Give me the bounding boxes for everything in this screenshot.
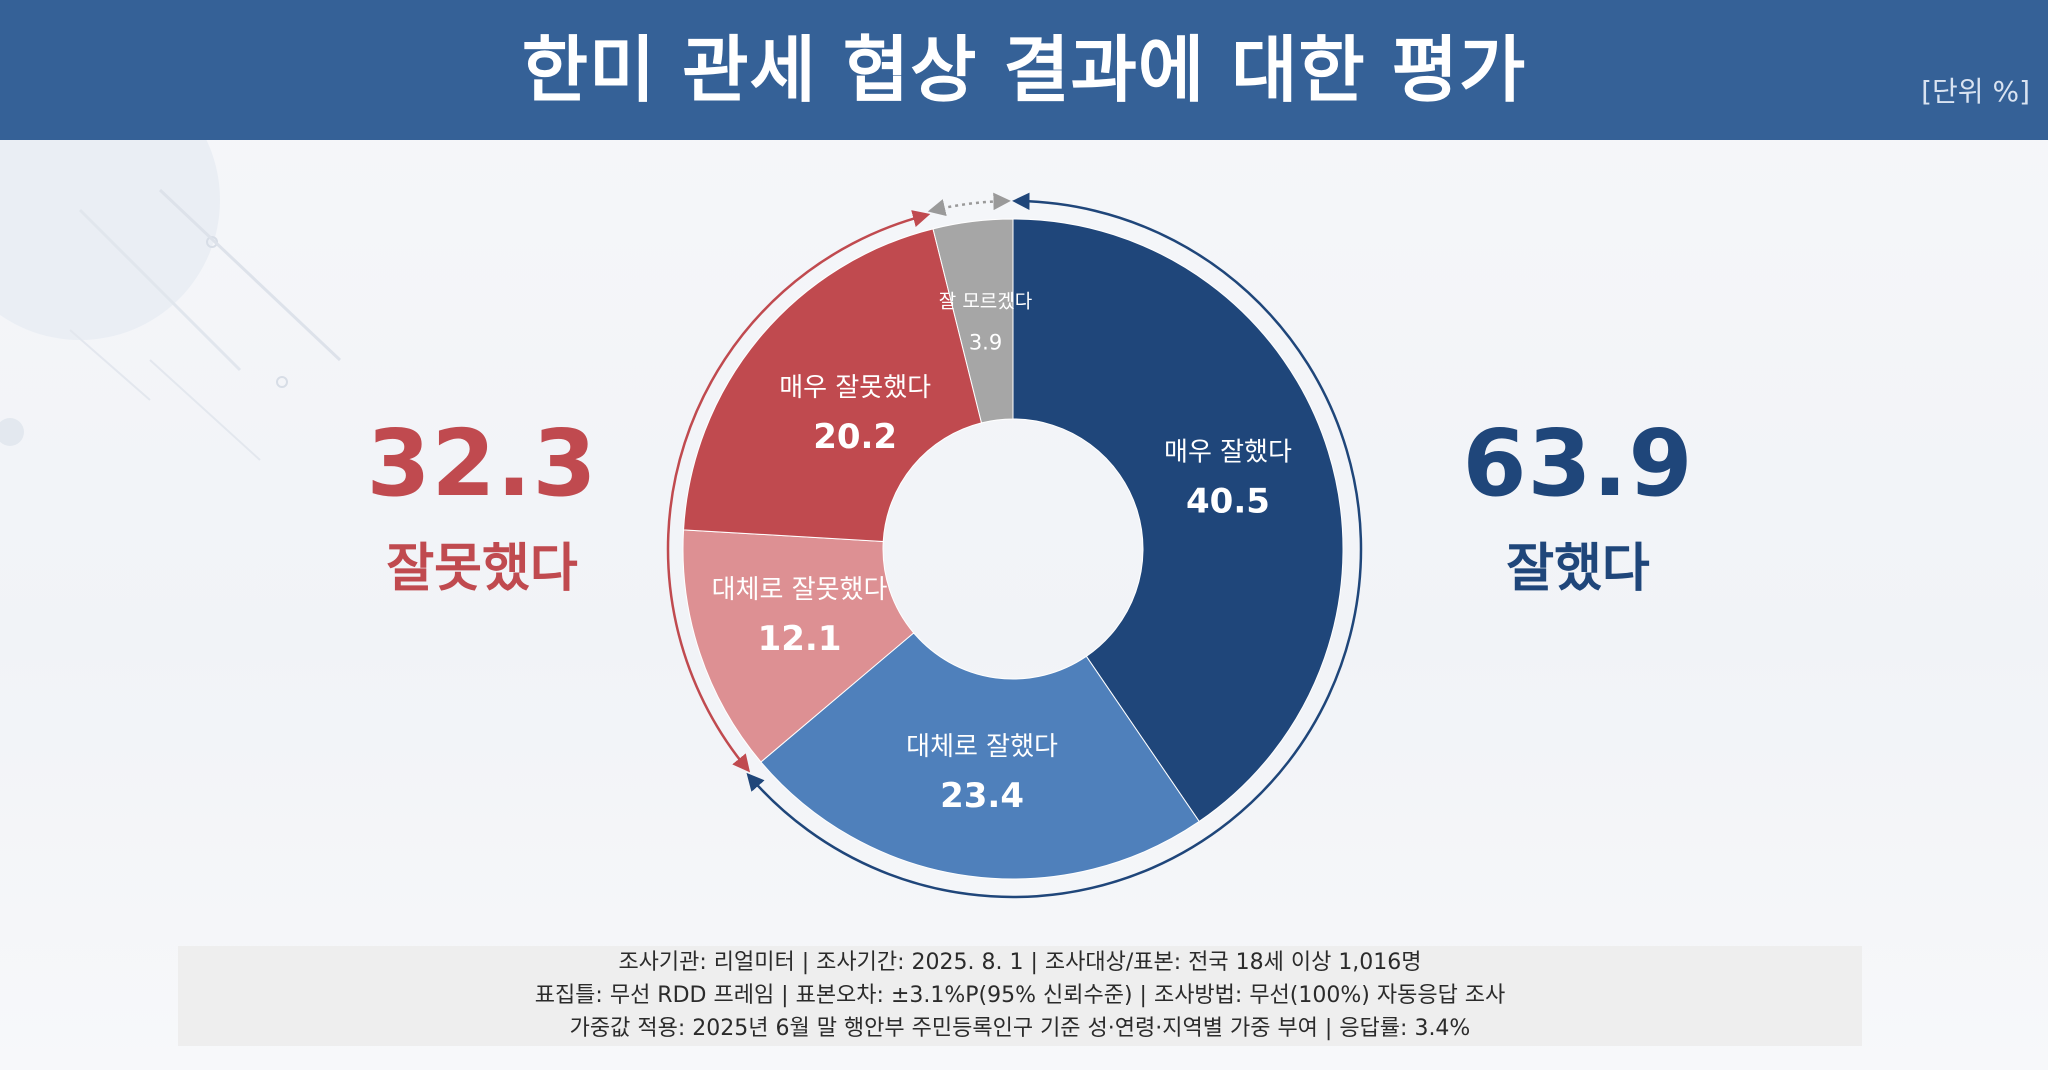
slice-value-0: 40.5 [1186,482,1270,522]
slice-label-3: 매우 잘못했다 [779,373,931,403]
survey-info-line-3: 가중값 적용: 2025년 6월 말 행안부 주민등록인구 기준 성·연령·지역… [569,1016,1471,1041]
slice-value-1: 23.4 [940,776,1024,816]
negative-total-label: 잘못했다 [386,539,578,599]
survey-info-line-1: 조사기관: 리얼미터 | 조사기간: 2025. 8. 1 | 조사대상/표본:… [618,950,1422,975]
slice-value-4: 3.9 [969,331,1002,355]
positive-total-label: 잘했다 [1506,539,1650,599]
header-bar: 한미 관세 협상 결과에 대한 평가 [단위 %] [0,0,2048,140]
negative-total-value: 32.3 [366,410,598,517]
negative-group-arc [666,210,931,773]
survey-info-line-2: 표집틀: 무선 RDD 프레임 | 표본오차: ±3.1%P(95% 신뢰수준)… [534,983,1506,1008]
background-decoration [0,140,342,461]
positive-group-arc [746,192,1363,899]
page-title: 한미 관세 협상 결과에 대한 평가 [521,28,1527,112]
unknown-group-arc [927,192,1011,217]
survey-info-box: 조사기관: 리얼미터 | 조사기간: 2025. 8. 1 | 조사대상/표본:… [178,946,1862,1046]
slice-label-1: 대체로 잘했다 [906,732,1058,762]
unit-label: [단위 %] [1921,75,2030,108]
slice-value-2: 12.1 [758,619,842,659]
slice-0 [1012,218,1344,823]
slice-label-0: 매우 잘했다 [1164,438,1292,468]
positive-total-value: 63.9 [1462,410,1694,517]
slice-value-3: 20.2 [813,417,897,457]
slice-label-2: 대체로 잘못했다 [712,575,888,605]
slice-label-4: 잘 모르겠다 [939,291,1032,313]
